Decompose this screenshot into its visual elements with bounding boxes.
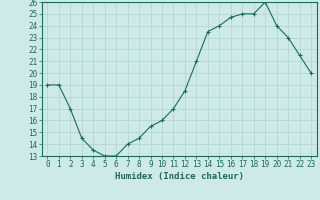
X-axis label: Humidex (Indice chaleur): Humidex (Indice chaleur) — [115, 172, 244, 181]
